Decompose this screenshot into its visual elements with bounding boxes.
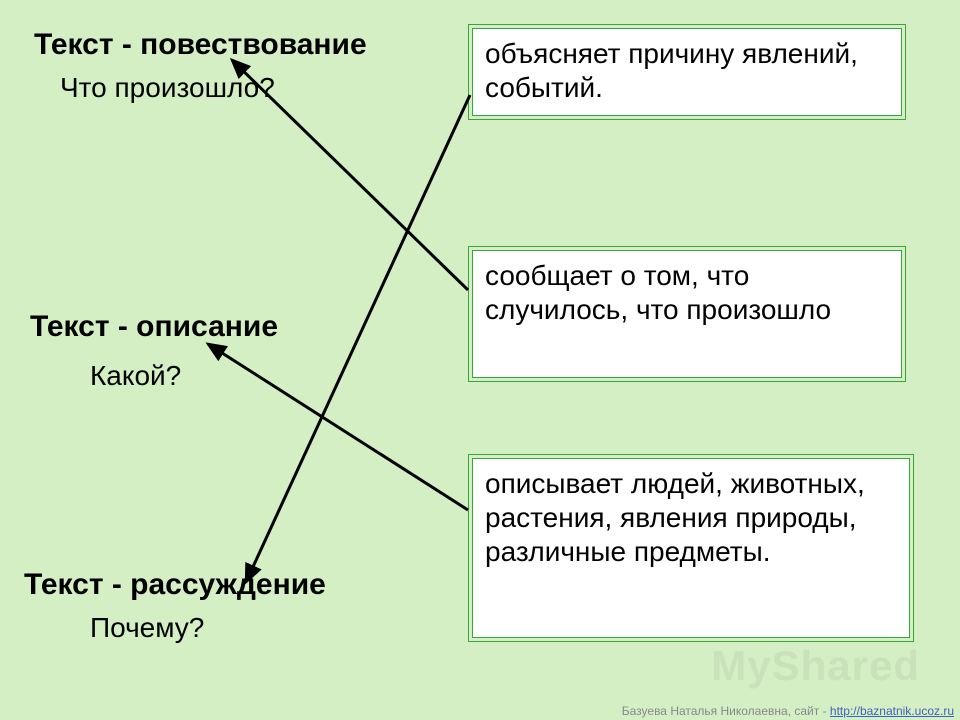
right-box-2: сообщает о том, что случилось, что произ… bbox=[472, 250, 902, 378]
left-sub-2: Какой? bbox=[90, 360, 181, 392]
arrow-2 bbox=[208, 344, 468, 510]
left-title-2: Текст - описание bbox=[30, 310, 278, 344]
arrow-3 bbox=[246, 95, 470, 582]
right-box-1: объясняет причину явлений, событий. bbox=[472, 28, 902, 116]
footer-author: Базуева Наталья Николаевна, сайт - bbox=[622, 704, 830, 718]
left-title-3: Текст - рассуждение bbox=[24, 568, 326, 602]
left-sub-3: Почему? bbox=[90, 612, 204, 644]
right-box-3: описывает людей, животных, растения, явл… bbox=[472, 458, 910, 638]
watermark: MyShared bbox=[711, 642, 920, 690]
slide: Текст - повествование Что произошло? Тек… bbox=[0, 0, 960, 720]
footer: Базуева Наталья Николаевна, сайт - http:… bbox=[622, 704, 954, 718]
footer-link[interactable]: http://baznatnik.ucoz.ru bbox=[830, 704, 954, 718]
left-sub-1: Что произошло? bbox=[60, 72, 275, 104]
left-title-1: Текст - повествование bbox=[34, 28, 367, 62]
